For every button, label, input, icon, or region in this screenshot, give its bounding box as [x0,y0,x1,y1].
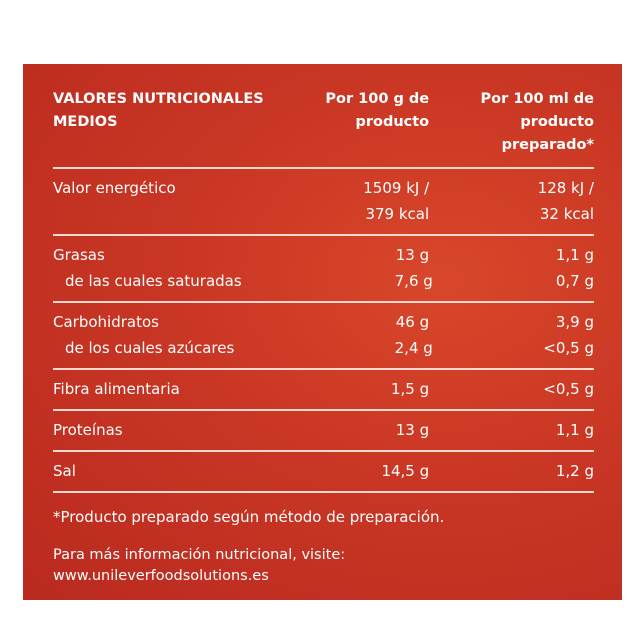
table-row: Sal 14,5 g 1,2 g [53,458,594,484]
table-row: Carbohidratos 46 g 3,9 g [53,309,594,335]
divider [53,450,594,452]
energy-kj-100g: 1509 kJ / [363,179,430,197]
divider [53,409,594,411]
row-label: Valor energético [53,179,176,197]
value-100g: 13 g [395,246,430,264]
header-nutrients: VALORES NUTRICIONALES MEDIOS [53,91,264,130]
protein-block: Proteínas 13 g 1,1 g [53,411,594,450]
row-label: de las cuales saturadas [65,272,242,290]
info-line: Para más información nutricional, visite… [53,547,346,563]
row-label: de los cuales azúcares [65,339,235,357]
energy-row: Valor energético 1509 kJ / 128 kJ / 379 … [53,169,594,234]
value-100ml: 1,2 g [555,462,594,480]
info-text: Para más información nutricional, visite… [53,545,594,587]
value-100g: 14,5 g [381,462,430,480]
energy-kcal-100ml: 32 kcal [539,205,594,223]
divider [53,234,594,236]
row-label: Proteínas [53,421,123,439]
divider [53,491,594,493]
fat-block: Grasas 13 g 1,1 g de las cuales saturada… [53,236,594,301]
salt-block: Sal 14,5 g 1,2 g [53,452,594,491]
table-row: de los cuales azúcares 2,4 g <0,5 g [53,335,594,361]
value-100g: 2,4 g [394,339,433,357]
table-header: VALORES NUTRICIONALES MEDIOS Por 100 g d… [53,88,594,167]
carbs-block: Carbohidratos 46 g 3,9 g de los cuales a… [53,303,594,368]
divider [53,301,594,303]
value-100g: 46 g [395,313,430,331]
divider [53,368,594,370]
row-label: Sal [53,462,76,480]
value-100ml: <0,5 g [543,380,594,398]
fiber-block: Fibra alimentaria 1,5 g <0,5 g [53,370,594,409]
header-per-100ml: Por 100 ml de producto preparado* [480,91,594,153]
header-per-100g: Por 100 g de producto [325,91,430,130]
value-100g: 7,6 g [394,272,433,290]
table-row: de las cuales saturadas 7,6 g 0,7 g [53,268,594,294]
footnote: *Producto preparado según método de prep… [53,508,445,526]
value-100ml: 1,1 g [555,421,594,439]
table-row: Fibra alimentaria 1,5 g <0,5 g [53,376,594,402]
energy-kj-100ml: 128 kJ / [537,179,594,197]
nutrition-panel: VALORES NUTRICIONALES MEDIOS Por 100 g d… [23,64,622,600]
table-row: Proteínas 13 g 1,1 g [53,417,594,443]
row-label: Fibra alimentaria [53,380,180,398]
value-100ml: 1,1 g [555,246,594,264]
table-row: Grasas 13 g 1,1 g [53,242,594,268]
row-label: Grasas [53,246,105,264]
value-100ml: 3,9 g [555,313,594,331]
website-link[interactable]: www.unileverfoodsolutions.es [53,568,269,584]
value-100ml: 0,7 g [555,272,594,290]
energy-kcal-100g: 379 kcal [365,205,430,223]
value-100g: 13 g [395,421,430,439]
divider [53,167,594,169]
value-100ml: <0,5 g [543,339,594,357]
value-100g: 1,5 g [390,380,430,398]
row-label: Carbohidratos [53,313,159,331]
